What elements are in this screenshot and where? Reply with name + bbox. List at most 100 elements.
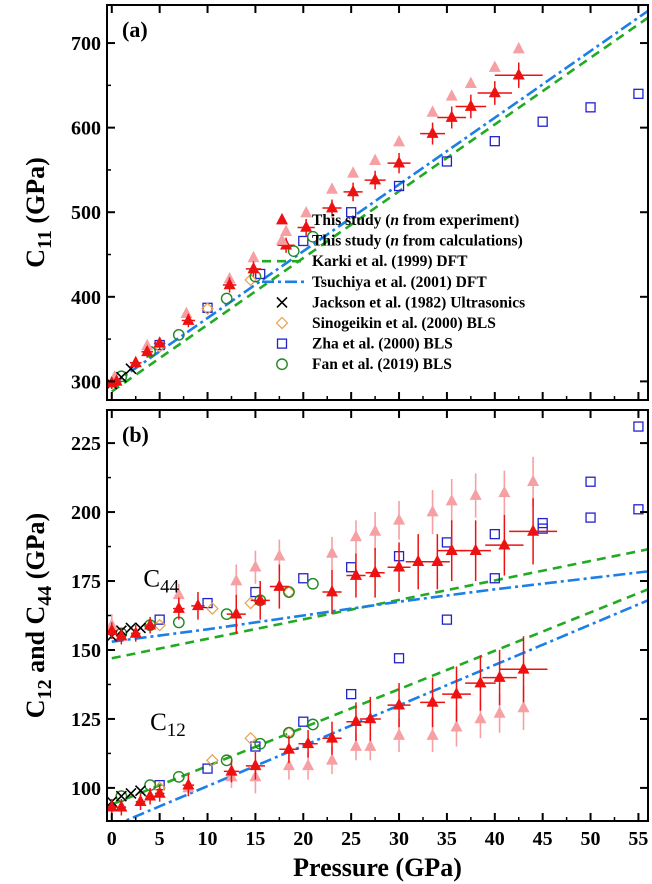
zha-point bbox=[490, 137, 499, 146]
y-tick-label: 125 bbox=[71, 709, 101, 731]
exp-point bbox=[182, 778, 194, 789]
zha-point bbox=[299, 717, 308, 726]
calc-point bbox=[465, 77, 477, 88]
exp-point bbox=[518, 662, 530, 673]
calc-point bbox=[326, 546, 338, 557]
zha-point bbox=[442, 538, 451, 547]
fan-point bbox=[221, 755, 231, 765]
x-tick-label: 35 bbox=[437, 828, 457, 850]
karki-line-1 bbox=[112, 589, 648, 804]
y-tick-label: 300 bbox=[71, 371, 101, 393]
calc-point bbox=[446, 494, 458, 505]
zha-point bbox=[586, 513, 595, 522]
legend-label: Zha et al. (2000) BLS bbox=[312, 336, 453, 353]
exp-point bbox=[489, 86, 501, 97]
y-tick-label: 175 bbox=[71, 571, 101, 593]
panel-b: 100125150175200225 (b)C44C12C12 and C44 (… bbox=[21, 410, 648, 827]
zha-point bbox=[538, 519, 547, 528]
series-annotation: C44 bbox=[143, 566, 179, 598]
exp-point bbox=[369, 566, 381, 577]
y-tick-label: 200 bbox=[71, 502, 101, 524]
exp-point bbox=[450, 687, 462, 698]
calc-point bbox=[302, 759, 314, 770]
exp-point bbox=[254, 593, 266, 604]
panel-label: (b) bbox=[122, 422, 149, 447]
exp-point bbox=[350, 568, 362, 579]
legend-entry-sinogeikin: Sinogeikin et al. (2000) BLS bbox=[277, 315, 496, 332]
exp-point bbox=[248, 262, 260, 273]
x-axis-title: Pressure (GPa) bbox=[293, 853, 462, 882]
panel-label: (a) bbox=[122, 17, 148, 42]
y-tick-label: 100 bbox=[71, 778, 101, 800]
calc-point bbox=[518, 701, 530, 712]
x-tick-label: 15 bbox=[245, 828, 265, 850]
zha-point bbox=[490, 530, 499, 539]
calc-point bbox=[248, 251, 260, 262]
exp-point bbox=[326, 731, 338, 742]
zha-point bbox=[586, 477, 595, 486]
legend-entry-tsuchiya: Tsuchiya et al. (2001) DFT bbox=[262, 274, 487, 291]
exp-point bbox=[144, 618, 156, 629]
x-tick-label: 0 bbox=[107, 828, 117, 850]
exp-point bbox=[427, 695, 439, 706]
y-tick-label: 150 bbox=[71, 640, 101, 662]
legend-label: Jackson et al. (1982) Ultrasonics bbox=[312, 294, 525, 311]
exp-point bbox=[494, 670, 506, 681]
legend-label: This study (n from experiment) bbox=[312, 212, 519, 229]
series-annotation: C12 bbox=[150, 709, 186, 741]
fan-point bbox=[308, 579, 318, 589]
zha-point bbox=[347, 563, 356, 572]
calc-point bbox=[427, 105, 439, 116]
calc-point bbox=[450, 720, 462, 731]
x-tick-label: 5 bbox=[155, 828, 165, 850]
exp-point bbox=[427, 126, 439, 137]
y-axis-title: C11 (GPa) bbox=[21, 157, 56, 268]
calc-point bbox=[427, 728, 439, 739]
x-tick-label: 10 bbox=[198, 828, 218, 850]
legend-marker bbox=[277, 359, 287, 369]
zha-point bbox=[538, 117, 547, 126]
calc-point bbox=[347, 166, 359, 177]
zha-point bbox=[299, 236, 308, 245]
exp-point bbox=[527, 524, 539, 535]
legend-label: Tsuchiya et al. (2001) DFT bbox=[312, 274, 487, 291]
exp-point bbox=[446, 110, 458, 121]
x-axis: 0 5 10 15 20 25 30 35 40 45 50 55 Pressure (GPa) bbox=[107, 828, 649, 882]
calc-point bbox=[498, 486, 510, 497]
calc-point bbox=[446, 89, 458, 100]
calc-point bbox=[180, 307, 192, 318]
exp-point bbox=[350, 715, 362, 726]
exp-point bbox=[393, 560, 405, 571]
legend-entry-this_calc: This study (n from calculations) bbox=[276, 233, 523, 250]
exp-point bbox=[347, 185, 359, 196]
calc-point bbox=[273, 549, 285, 560]
calc-point bbox=[350, 739, 362, 750]
x-tick-label: 50 bbox=[581, 828, 601, 850]
zha-point bbox=[347, 690, 356, 699]
exp-point bbox=[412, 555, 424, 566]
exp-point bbox=[465, 99, 477, 110]
x-tick-label: 20 bbox=[293, 828, 313, 850]
exp-point bbox=[446, 544, 458, 555]
legend-marker bbox=[278, 339, 287, 348]
calc-point bbox=[393, 513, 405, 524]
legend-entry-jackson: Jackson et al. (1982) Ultrasonics bbox=[277, 294, 525, 311]
x-tick-label: 25 bbox=[341, 828, 361, 850]
legend-label: Sinogeikin et al. (2000) BLS bbox=[312, 315, 496, 332]
zha-point bbox=[634, 422, 643, 431]
calc-point bbox=[230, 574, 242, 585]
y-axis-title: C12 and C44 (GPa) bbox=[21, 513, 56, 718]
plot-area-b bbox=[106, 422, 648, 826]
exp-point bbox=[224, 278, 236, 289]
exp-point bbox=[130, 356, 142, 367]
x-tick-label: 55 bbox=[628, 828, 648, 850]
calc-point bbox=[494, 706, 506, 717]
fan-point bbox=[284, 587, 294, 597]
legend-marker bbox=[276, 213, 288, 224]
legend-label: Karki et al. (1999) DFT bbox=[312, 253, 468, 270]
x-tick-label: 30 bbox=[389, 828, 409, 850]
calc-point bbox=[393, 135, 405, 146]
calc-point bbox=[326, 753, 338, 764]
y-tick-label: 600 bbox=[71, 118, 101, 140]
